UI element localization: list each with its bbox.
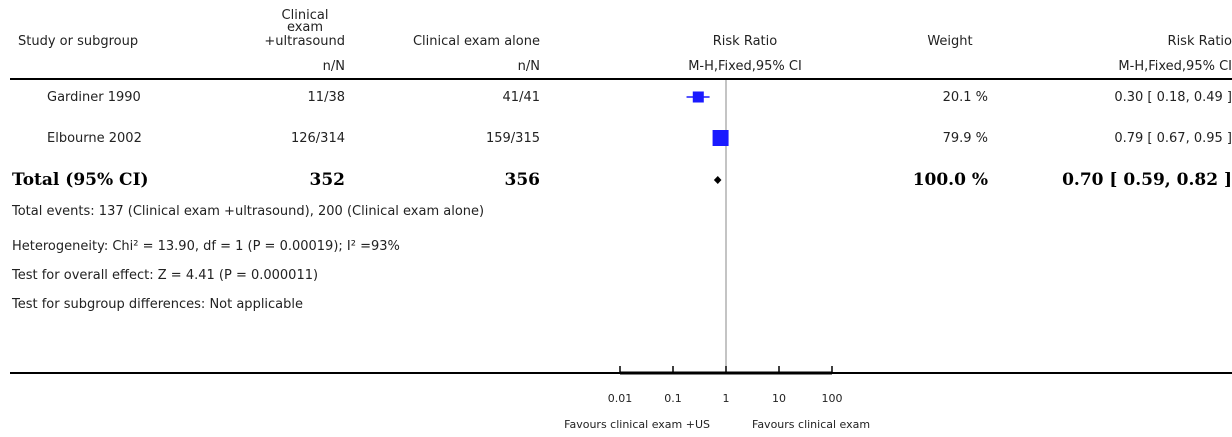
tick-label: 1 (722, 392, 730, 405)
pooled-diamond (713, 176, 722, 184)
study-marker (692, 91, 704, 103)
header-rule (10, 78, 1232, 80)
favours-right-label: Favours clinical exam (752, 418, 871, 431)
header-exp-sub: n/N (322, 59, 345, 74)
header-rr-text-sub: M-H,Fixed,95% CI (1118, 59, 1232, 74)
total-ci-text: 0.70 [ 0.59, 0.82 ] (1062, 170, 1232, 190)
heterogeneity-note: Heterogeneity: Chi² = 13.90, df = 1 (P =… (12, 239, 400, 254)
tick-label: 10 (772, 392, 786, 405)
header-exp-line2: exam (286, 20, 324, 35)
tick-label: 0.1 (664, 392, 682, 405)
study-weight: 20.1 % (942, 90, 988, 105)
total-ctrl: 356 (504, 170, 541, 190)
study-name: Elbourne 2002 (47, 131, 142, 146)
tick-label: 100 (821, 392, 843, 405)
total-label: Total (95% CI) (12, 170, 149, 190)
study-ci-text: 0.79 [ 0.67, 0.95 ] (1114, 131, 1232, 146)
study-ci-text: 0.30 [ 0.18, 0.49 ] (1114, 90, 1232, 105)
header-ctrl-sub: n/N (517, 59, 540, 74)
total-exp: 352 (309, 170, 346, 190)
header-exp-line3: +ultrasound (264, 34, 345, 49)
header-study: Study or subgroup (18, 34, 139, 49)
study-ctrl: 41/41 (502, 90, 540, 105)
header-weight: Weight (927, 34, 973, 49)
study-exp: 11/38 (307, 90, 345, 105)
favours-left-label: Favours clinical exam +US (564, 418, 710, 431)
overall-effect-note: Test for overall effect: Z = 4.41 (P = 0… (12, 268, 319, 283)
total-weight: 100.0 % (912, 170, 988, 190)
header-rr-text: Risk Ratio (1167, 34, 1232, 49)
study-marker (712, 130, 729, 146)
study-name: Gardiner 1990 (47, 90, 141, 105)
total-events-note: Total events: 137 (Clinical exam +ultras… (12, 204, 485, 219)
tick-label: 0.01 (607, 392, 633, 405)
subgroup-note: Test for subgroup differences: Not appli… (12, 297, 304, 312)
header-rr-plot: Risk Ratio (712, 34, 778, 49)
header-rr-plot-sub: M-H,Fixed,95% CI (688, 59, 802, 74)
study-ctrl: 159/315 (485, 131, 540, 146)
study-weight: 79.9 % (942, 131, 988, 146)
header-exp-line1: Clinical (281, 8, 329, 23)
study-exp: 126/314 (290, 131, 345, 146)
header-ctrl: Clinical exam alone (412, 34, 540, 49)
